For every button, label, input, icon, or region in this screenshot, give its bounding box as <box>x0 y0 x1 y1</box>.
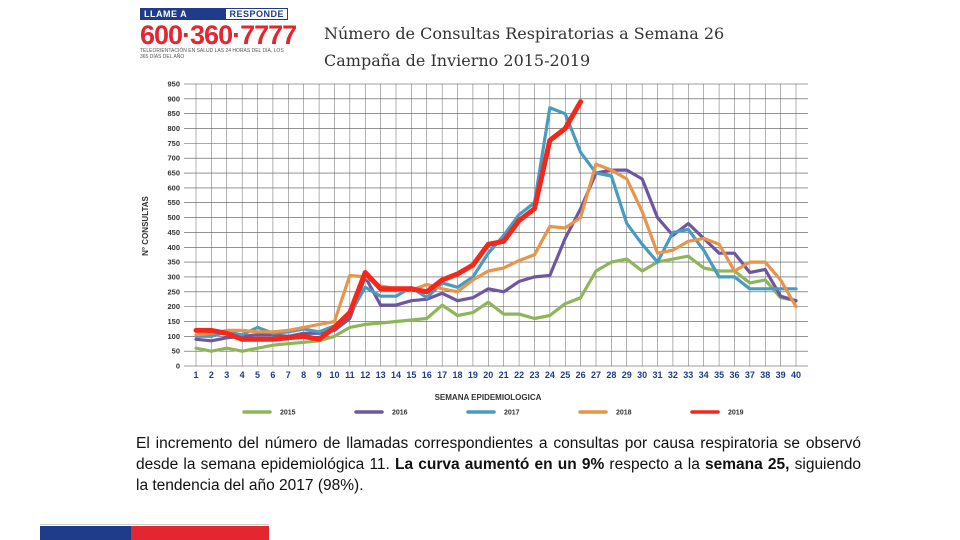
llame-salud-responde-logo: LLAME A SALUD RESPONDE 600·360·7777 TELE… <box>140 8 297 64</box>
x-tick-label: 3 <box>224 370 229 380</box>
title-line-2: Campaña de Invierno 2015-2019 <box>324 51 591 70</box>
x-tick-label: 8 <box>301 370 306 380</box>
axis-layer: 0 50 100 150 200 250 300 350 400 450 500 550 600 650 7… <box>167 80 801 381</box>
x-tick-label: 28 <box>606 370 616 380</box>
y-tick-label: 250 <box>167 287 180 296</box>
caption-part-2: respecto a la <box>604 456 706 473</box>
y-tick-label: 300 <box>167 272 180 281</box>
x-tick-label: 14 <box>391 370 401 380</box>
legend-label-2016: 2016 <box>392 410 408 417</box>
caption-part-3: siguiendo la tendencia del año 2017 (98%… <box>136 456 861 494</box>
x-tick-label: 12 <box>360 370 370 380</box>
logo-banner-right: RESPONDE <box>226 8 288 20</box>
x-tick-label: 26 <box>576 370 586 380</box>
x-tick-label: 11 <box>345 370 355 380</box>
legend-label-2017: 2017 <box>504 410 520 417</box>
y-tick-label: 650 <box>167 169 180 178</box>
legend-label-2018: 2018 <box>616 410 632 417</box>
x-tick-label: 22 <box>514 370 524 380</box>
x-tick-label: 16 <box>422 370 432 380</box>
x-tick-label: 5 <box>255 370 260 380</box>
logo-banner-left: LLAME A SALUD <box>140 8 227 31</box>
x-tick-label: 13 <box>376 370 386 380</box>
x-tick-label: 27 <box>591 370 601 380</box>
y-tick-label: 200 <box>167 302 180 311</box>
x-tick-label: 34 <box>699 370 709 380</box>
x-tick-label: 2 <box>209 370 214 380</box>
x-tick-label: 23 <box>529 370 539 380</box>
x-tick-label: 10 <box>329 370 339 380</box>
x-tick-label: 19 <box>468 370 478 380</box>
y-tick-label: 700 <box>167 154 180 163</box>
caption-bold-1: La curva aumentó en un 9% <box>395 456 605 473</box>
x-tick-label: 6 <box>270 370 275 380</box>
x-tick-label: 7 <box>286 370 291 380</box>
series-line-2019 <box>193 99 584 342</box>
x-tick-label: 20 <box>483 370 493 380</box>
x-tick-label: 1 <box>193 370 198 380</box>
y-tick-label: 100 <box>167 332 180 341</box>
x-tick-label: 25 <box>560 370 570 380</box>
legend-label-2019: 2019 <box>728 410 744 417</box>
title-line-1: Número de Consultas Respiratorias a Sema… <box>324 24 725 43</box>
y-tick-label: 600 <box>167 183 180 192</box>
x-tick-label: 9 <box>317 370 322 380</box>
logo-banner: LLAME A SALUD RESPONDE <box>140 8 288 31</box>
y-tick-label: 850 <box>167 109 180 118</box>
y-tick-label: 150 <box>167 317 180 326</box>
logo-phone-number: 600·360·7777 <box>140 20 297 50</box>
y-tick-label: 400 <box>167 243 180 252</box>
x-tick-label: 40 <box>791 370 801 380</box>
x-tick-label: 30 <box>637 370 647 380</box>
legend-label-2015: 2015 <box>280 410 296 417</box>
y-tick-label: 800 <box>167 124 180 133</box>
x-tick-label: 29 <box>622 370 632 380</box>
y-axis-label: N° CONSULTAS <box>141 195 150 255</box>
x-tick-label: 21 <box>499 370 509 380</box>
series-line-2017 <box>194 106 798 338</box>
respiratory-consultations-chart: 0 50 100 150 200 250 300 350 400 450 500 550 600 650 7… <box>141 80 808 417</box>
x-tick-label: 39 <box>776 370 786 380</box>
series-line-2015 <box>194 254 798 353</box>
y-tick-label: 450 <box>167 228 180 237</box>
y-tick-label: 950 <box>167 80 180 89</box>
x-tick-label: 35 <box>714 370 724 380</box>
x-tick-label: 17 <box>437 370 447 380</box>
x-tick-label: 33 <box>683 370 693 380</box>
caption-part-1: El incremento del número de llamadas cor… <box>136 435 861 473</box>
logo-subtitle: TELEORIENTACIÓN EN SALUD LAS 24 HORAS DE… <box>140 48 284 60</box>
series-layer <box>193 99 798 353</box>
slide-title: Número de Consultas Respiratorias a Sema… <box>324 20 724 74</box>
x-tick-label: 36 <box>729 370 739 380</box>
footer-blue-bar <box>40 526 131 540</box>
y-tick-label: 350 <box>167 258 180 267</box>
x-tick-label: 24 <box>545 370 555 380</box>
y-tick-label: 500 <box>167 213 180 222</box>
x-axis-label: SEMANA EPIDEMIOLOGICA <box>435 393 542 402</box>
x-tick-label: 32 <box>668 370 678 380</box>
legend-layer: 2015 2016 2017 2018 2019 <box>242 410 744 417</box>
x-tick-label: 4 <box>240 370 245 380</box>
y-tick-label: 900 <box>167 94 180 103</box>
x-tick-label: 38 <box>760 370 770 380</box>
series-line-2018 <box>194 162 798 337</box>
x-tick-label: 15 <box>406 370 416 380</box>
y-tick-label: 550 <box>167 198 180 207</box>
grid-layer <box>184 83 808 367</box>
caption-bold-2: semana 25, <box>705 456 790 473</box>
footer-divider <box>40 524 269 525</box>
x-tick-label: 31 <box>653 370 663 380</box>
footer-red-bar <box>131 526 269 540</box>
y-tick-label: 50 <box>172 347 180 356</box>
x-tick-label: 37 <box>745 370 755 380</box>
y-tick-label: 750 <box>167 139 180 148</box>
y-tick-label: 0 <box>176 362 180 371</box>
x-tick-label: 18 <box>453 370 463 380</box>
caption-text: El incremento del número de llamadas cor… <box>136 433 861 496</box>
